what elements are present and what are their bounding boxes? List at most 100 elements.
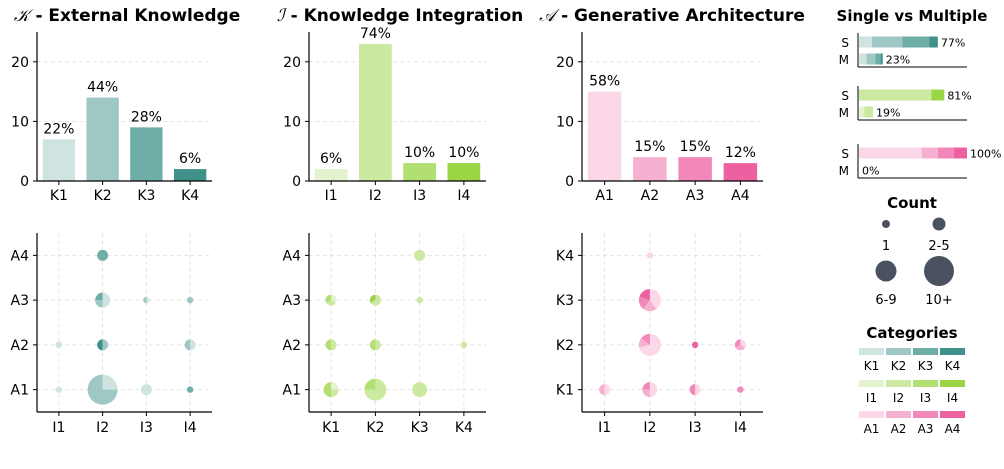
y-tick-label: K3 (556, 293, 574, 309)
chart-title: 𝒜 - Generative Architecture (539, 6, 805, 26)
bubble-i4-a3 (186, 296, 194, 304)
x-tick-label: K3 (137, 188, 155, 204)
bar-data-label: 10% (448, 145, 479, 161)
category-label: A4 (945, 422, 961, 436)
bubble-i2-k4 (646, 252, 654, 259)
bubble-i3-k2 (691, 341, 699, 349)
bubble-i3-a3 (143, 296, 150, 304)
pie-slice (649, 382, 658, 398)
svm-percent-label: 19% (876, 107, 900, 120)
bar-a4 (723, 163, 758, 181)
x-tick-label: K4 (455, 420, 473, 436)
y-tick-label: A1 (283, 383, 301, 399)
count-legend-marker (924, 256, 954, 286)
category-swatch (859, 411, 884, 418)
pie-slice (102, 374, 118, 390)
pie-slice (364, 378, 376, 390)
categories-legend-title: Categories (866, 324, 957, 342)
svm-segment (871, 36, 903, 48)
pie-slice (95, 300, 103, 308)
pie-slice (323, 382, 332, 398)
bubble-k4-a2 (460, 341, 468, 349)
bubble-k3-a4 (414, 249, 426, 261)
x-tick-label: I3 (140, 420, 153, 436)
svm-segment (880, 53, 883, 65)
pie-slice (416, 296, 423, 304)
pie-slice (143, 296, 147, 304)
count-legend-marker (882, 220, 890, 228)
bar-data-label: 15% (680, 139, 711, 155)
bar-data-label: 22% (43, 121, 74, 137)
svm-percent-label: 77% (941, 37, 965, 50)
chart-title-symbol: 𝒦 (14, 6, 35, 26)
category-label: I2 (893, 391, 904, 405)
svm-row-label-s: S (841, 147, 849, 161)
count-legend-marker (875, 260, 897, 282)
y-tick-label: 20 (283, 55, 301, 71)
category-swatch (886, 380, 911, 387)
pie-slice (646, 252, 654, 259)
x-tick-label: I1 (598, 420, 611, 436)
category-label: K3 (918, 359, 934, 373)
svm-segment (954, 147, 967, 159)
bubble-i2-a4 (97, 249, 109, 261)
count-legend-label: 6-9 (875, 293, 896, 308)
pie-slice (190, 339, 196, 351)
bubble-i2-k1 (642, 382, 658, 398)
bar-i4 (447, 163, 481, 181)
pie-slice (55, 386, 63, 393)
pie-slice (735, 344, 746, 351)
y-tick-label: 20 (556, 55, 574, 71)
category-swatch (940, 380, 965, 387)
bar-i1 (314, 169, 348, 181)
bar-i2 (359, 43, 392, 181)
svm-group-k: S 77% M 23% (839, 33, 967, 68)
bubble-i2-a2 (97, 339, 109, 351)
pie-slice (643, 300, 657, 312)
pie-slice (370, 294, 381, 306)
pie-slice (639, 289, 650, 301)
bubble-i1-a2 (55, 341, 63, 349)
category-label: A3 (918, 422, 934, 436)
x-tick-label: I4 (457, 188, 470, 204)
svm-percent-label: 0% (862, 165, 879, 178)
bubble-i4-k2 (734, 339, 746, 351)
pie-slice (689, 384, 696, 396)
bar-data-label: 58% (589, 74, 620, 90)
svm-row-label-m: M (839, 164, 849, 178)
pie-slice (331, 382, 339, 390)
x-tick-label: I2 (96, 420, 109, 436)
category-swatch (913, 380, 938, 387)
pie-slice (102, 292, 111, 308)
pie-slice (642, 382, 650, 390)
bar-chart-3: 𝒜 - Generative Architecture 0 10 20 58% A1 15%… (539, 6, 805, 204)
category-swatch (913, 411, 938, 418)
x-tick-label: K2 (94, 188, 112, 204)
x-tick-label: I1 (52, 420, 65, 436)
pie-slice (638, 296, 650, 310)
bubble-i1-k1 (599, 384, 611, 396)
bubble-chart-1: I1 I2 I3 I4 A1 A2 A3 A4 (11, 233, 212, 436)
bubble-k1-a2 (325, 339, 337, 351)
x-tick-label: A4 (731, 188, 750, 204)
pie-slice (325, 294, 332, 303)
x-tick-label: I4 (734, 420, 747, 436)
bubble-k2-a2 (369, 339, 381, 351)
category-swatch (913, 348, 938, 355)
pie-slice (55, 341, 63, 349)
svm-segment (929, 36, 938, 48)
category-label: A2 (891, 422, 907, 436)
x-tick-label: I2 (643, 420, 656, 436)
bar-k4 (173, 169, 207, 181)
category-swatch (859, 380, 884, 387)
y-tick-label: A2 (11, 338, 29, 354)
bar-a2 (633, 157, 667, 181)
category-label: K2 (891, 359, 907, 373)
category-label: I3 (920, 391, 931, 405)
bubble-i2-a3 (95, 292, 111, 308)
svm-row-label-s: S (841, 36, 849, 50)
single-vs-multiple-panel: Single vs Multiple S 77% M 23% S 81% M 19% S 100% M… (837, 7, 1001, 179)
x-tick-label: I2 (369, 188, 382, 204)
bar-k1 (42, 139, 76, 181)
